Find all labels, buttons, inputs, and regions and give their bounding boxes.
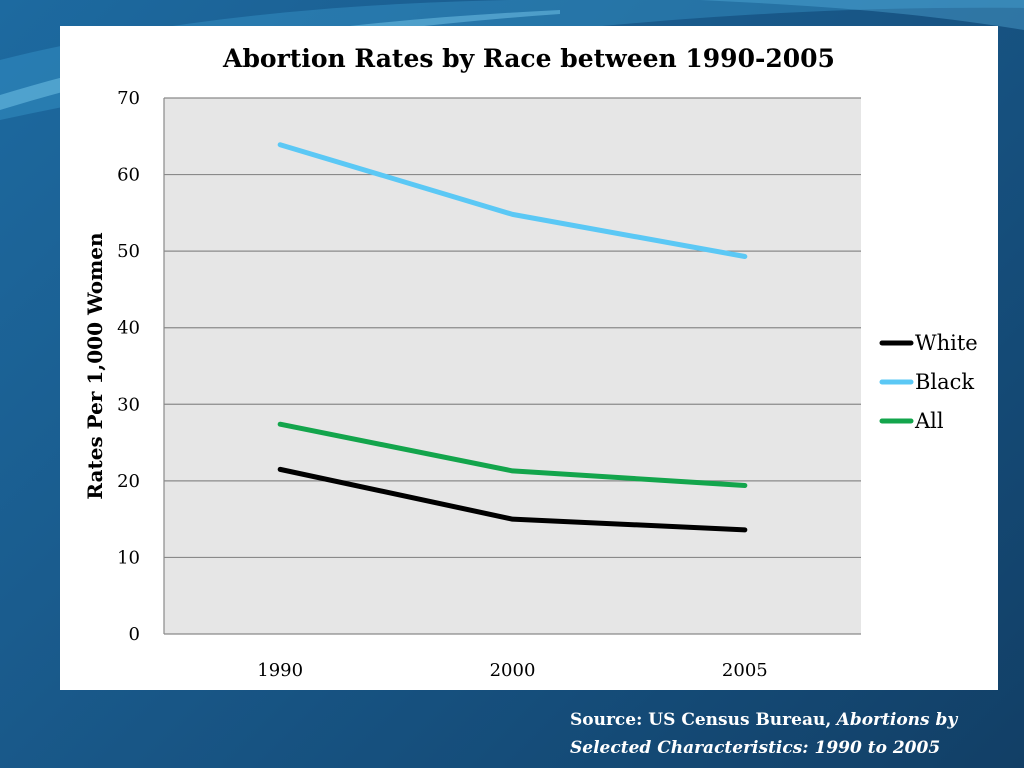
legend-label-black: Black — [915, 370, 974, 394]
chart-title: Abortion Rates by Race between 1990-2005 — [222, 44, 835, 73]
y-tick-label: 0 — [129, 624, 140, 645]
legend: White Black All — [879, 331, 978, 433]
x-tick-label: 2000 — [490, 660, 536, 681]
legend-label-all: All — [914, 409, 944, 433]
source-prefix: Source: US Census Bureau, — [570, 710, 832, 730]
x-tick-label: 1990 — [257, 660, 303, 681]
x-axis-ticks: 1990 2000 2005 — [257, 660, 767, 681]
y-tick-label: 40 — [117, 318, 140, 339]
series-lines — [277, 142, 748, 533]
source-note: Source: US Census Bureau, Abortions by S… — [570, 706, 1010, 762]
y-tick-label: 20 — [117, 471, 140, 492]
y-tick-label: 30 — [117, 394, 140, 415]
y-axis-title: Rates Per 1,000 Women — [83, 232, 107, 500]
y-tick-label: 10 — [117, 547, 140, 568]
y-axis-ticks: 0 10 20 30 40 50 60 70 — [117, 88, 140, 645]
y-tick-label: 50 — [117, 241, 140, 262]
legend-label-white: White — [915, 331, 978, 355]
source-title-line2: Selected Characteristics: 1990 to 2005 — [570, 738, 941, 758]
y-tick-label: 70 — [117, 88, 140, 109]
y-tick-label: 60 — [117, 165, 140, 186]
gridlines — [163, 97, 861, 635]
plot-area — [164, 98, 861, 634]
x-tick-label: 2005 — [722, 660, 768, 681]
source-title-line1: Abortions by — [836, 710, 958, 730]
line-chart: Abortion Rates by Race between 1990-2005… — [83, 44, 978, 681]
chart-panel: Abortion Rates by Race between 1990-2005… — [60, 26, 998, 690]
